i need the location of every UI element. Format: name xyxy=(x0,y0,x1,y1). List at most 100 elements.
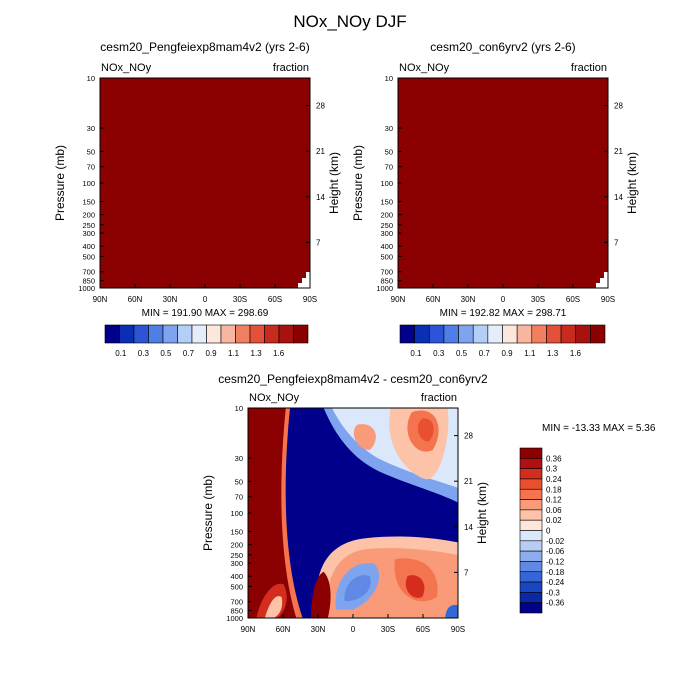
y-tick-label: 10 xyxy=(235,404,243,413)
colorbar-label: -0.12 xyxy=(546,557,565,566)
field-fill xyxy=(100,78,310,288)
colorbar: 0.1 0.3 0.5 0.7 0.9 1.1 1.3 1.6 xyxy=(104,324,309,358)
x-tick-label: 60N xyxy=(128,295,143,304)
panel-title: cesm20_Pengfeiexp8mam4v2 (yrs 2-6) xyxy=(100,40,309,54)
field-region xyxy=(445,604,458,618)
colorbar-label: 0.7 xyxy=(183,349,195,358)
field-region xyxy=(344,575,371,602)
plot-field xyxy=(398,78,608,288)
units-label: fraction xyxy=(571,62,607,74)
y-tick-label: 200 xyxy=(82,211,95,220)
x-tick-label: 90S xyxy=(451,625,465,634)
x-tick-label: 60S xyxy=(566,295,580,304)
colorbar: 0.360.30.240.180.120.060.020-0.02-0.06-0… xyxy=(519,447,565,614)
colorbar-swatch xyxy=(590,324,606,344)
colorbar-swatch xyxy=(249,324,265,344)
x-tick-label: 0 xyxy=(203,295,208,304)
y-tick-label: 300 xyxy=(82,229,95,238)
colorbar-label: 0.3 xyxy=(546,465,558,474)
colorbar-label: 0.5 xyxy=(456,349,468,358)
y-tick-label: 150 xyxy=(380,197,393,206)
y-tick-label: 1000 xyxy=(376,284,393,293)
colorbar-swatch xyxy=(519,592,543,603)
colorbar-label: -0.36 xyxy=(546,599,565,608)
field-region xyxy=(417,418,434,442)
units-label: fraction xyxy=(273,62,309,74)
colorbar-swatch xyxy=(531,324,547,344)
field-gap xyxy=(298,272,310,288)
plot-field xyxy=(100,78,310,288)
colorbar-swatch xyxy=(519,488,543,500)
colorbar-label: 0 xyxy=(546,527,551,536)
colorbar-swatch xyxy=(519,561,543,573)
y-tick-label: 100 xyxy=(380,179,393,188)
panel-title: cesm20_Pengfeiexp8mam4v2 - cesm20_con6yr… xyxy=(218,372,488,386)
field-region xyxy=(311,571,331,618)
y-tick-label: 1000 xyxy=(226,614,243,623)
colorbar-label: 0.3 xyxy=(138,349,150,358)
y-tick-label: 700 xyxy=(82,268,95,277)
figure-title: NOx_NOy DJF xyxy=(293,12,406,31)
x-tick-label: 90S xyxy=(303,295,317,304)
colorbar-label: 1.1 xyxy=(524,349,536,358)
y-tick-label: 850 xyxy=(230,607,243,616)
x-tick-label: 90N xyxy=(93,295,108,304)
colorbar-swatch xyxy=(399,324,415,344)
y-tick-label: 200 xyxy=(380,211,393,220)
colorbar-label: 0.3 xyxy=(433,349,445,358)
min-max-text: MIN = 192.82 MAX = 298.71 xyxy=(440,308,567,319)
colorbar-label: 0.1 xyxy=(115,349,127,358)
y-tick-label: 850 xyxy=(380,277,393,286)
y-tick-label: 30 xyxy=(87,124,95,133)
colorbar-swatch xyxy=(220,324,236,344)
field-region xyxy=(353,424,376,450)
colorbar-swatch xyxy=(519,581,543,593)
colorbar-swatch xyxy=(519,458,543,469)
x-tick-label: 90S xyxy=(601,295,615,304)
y-tick-label: 200 xyxy=(230,541,243,550)
y-tick-label: 700 xyxy=(230,598,243,607)
y-tick-label: 10 xyxy=(385,74,393,83)
x-tick-label: 30S xyxy=(233,295,247,304)
x-tick-label: 60N xyxy=(276,625,291,634)
y2-tick-label: 7 xyxy=(464,568,469,577)
y-tick-label: 250 xyxy=(230,551,243,560)
x-tick-label: 0 xyxy=(501,295,506,304)
y2-tick-label: 28 xyxy=(316,102,325,111)
colorbar-label: 1.6 xyxy=(570,349,582,358)
colorbar-label: -0.02 xyxy=(546,537,565,546)
y-tick-label: 850 xyxy=(82,277,95,286)
x-tick-label: 90N xyxy=(391,295,406,304)
panel-control: cesm20_con6yrv2 (yrs 2-6) NOx_NOy fraction… xyxy=(351,40,639,358)
y-tick-label: 500 xyxy=(230,582,243,591)
colorbar-swatch xyxy=(104,324,120,344)
colorbar-swatch xyxy=(119,324,135,344)
colorbar-swatch xyxy=(133,324,149,344)
x-tick-label: 30N xyxy=(163,295,178,304)
y-tick-label: 250 xyxy=(380,221,393,230)
x-tick-label: 60S xyxy=(268,295,282,304)
y-axis-title: Pressure (mb) xyxy=(201,475,215,551)
min-max-text: MIN = -13.33 MAX = 5.36 xyxy=(542,423,656,434)
colorbar-label: -0.18 xyxy=(546,568,565,577)
y-tick-label: 70 xyxy=(385,163,393,172)
y2-tick-label: 21 xyxy=(614,147,623,156)
x-tick-label: 30N xyxy=(311,625,326,634)
colorbar-swatch xyxy=(519,478,543,490)
units-label: fraction xyxy=(421,392,457,404)
y-tick-label: 300 xyxy=(380,229,393,238)
field-region xyxy=(248,408,297,618)
x-tick-label: 30S xyxy=(381,625,395,634)
colorbar-label: 0.12 xyxy=(546,496,562,505)
y2-tick-label: 7 xyxy=(614,238,619,247)
y2-tick-label: 28 xyxy=(464,432,473,441)
y2-tick-label: 14 xyxy=(316,193,325,202)
colorbar-label: 1.6 xyxy=(273,349,285,358)
colorbar-swatch xyxy=(443,324,459,344)
y-tick-label: 30 xyxy=(385,124,393,133)
colorbar-swatch xyxy=(278,324,294,344)
y-tick-label: 400 xyxy=(82,242,95,251)
y-tick-label: 150 xyxy=(82,197,95,206)
colorbar-swatch xyxy=(519,571,543,583)
y-tick-label: 500 xyxy=(82,252,95,261)
